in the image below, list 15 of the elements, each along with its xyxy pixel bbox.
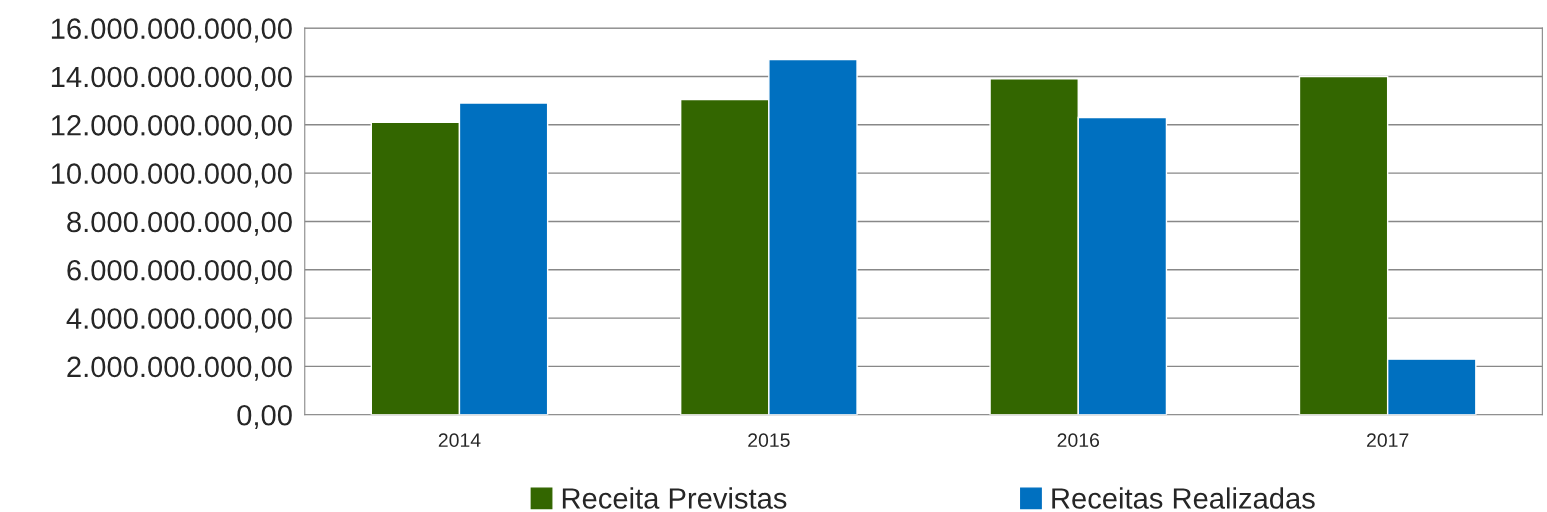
y-tick-label: 2.000.000.000,00 [67, 356, 292, 381]
x-tick-label: 2016 [1057, 433, 1100, 448]
y-tick-label: 14.000.000.000,00 [51, 66, 292, 91]
y-tick-label: 4.000.000.000,00 [66, 308, 292, 333]
legend-label: Receita Previstas [562, 487, 787, 509]
x-tick-label: 2015 [748, 433, 790, 448]
y-tick-label: 12.000.000.000,00 [51, 115, 292, 140]
y-tick-label: 10.000.000.000,00 [51, 163, 292, 188]
legend-label: Receitas Realizadas [1052, 487, 1315, 509]
x-tick-label: 2017 [1367, 433, 1409, 448]
y-tick-label: 0,00 [237, 404, 292, 430]
y-tick-label: 8.000.000.000,00 [67, 211, 292, 236]
y-tick-label: 16.000.000.000,00 [51, 18, 292, 43]
y-tick-label: 6.000.000.000,00 [67, 259, 292, 285]
x-tick-label: 2014 [438, 433, 481, 448]
